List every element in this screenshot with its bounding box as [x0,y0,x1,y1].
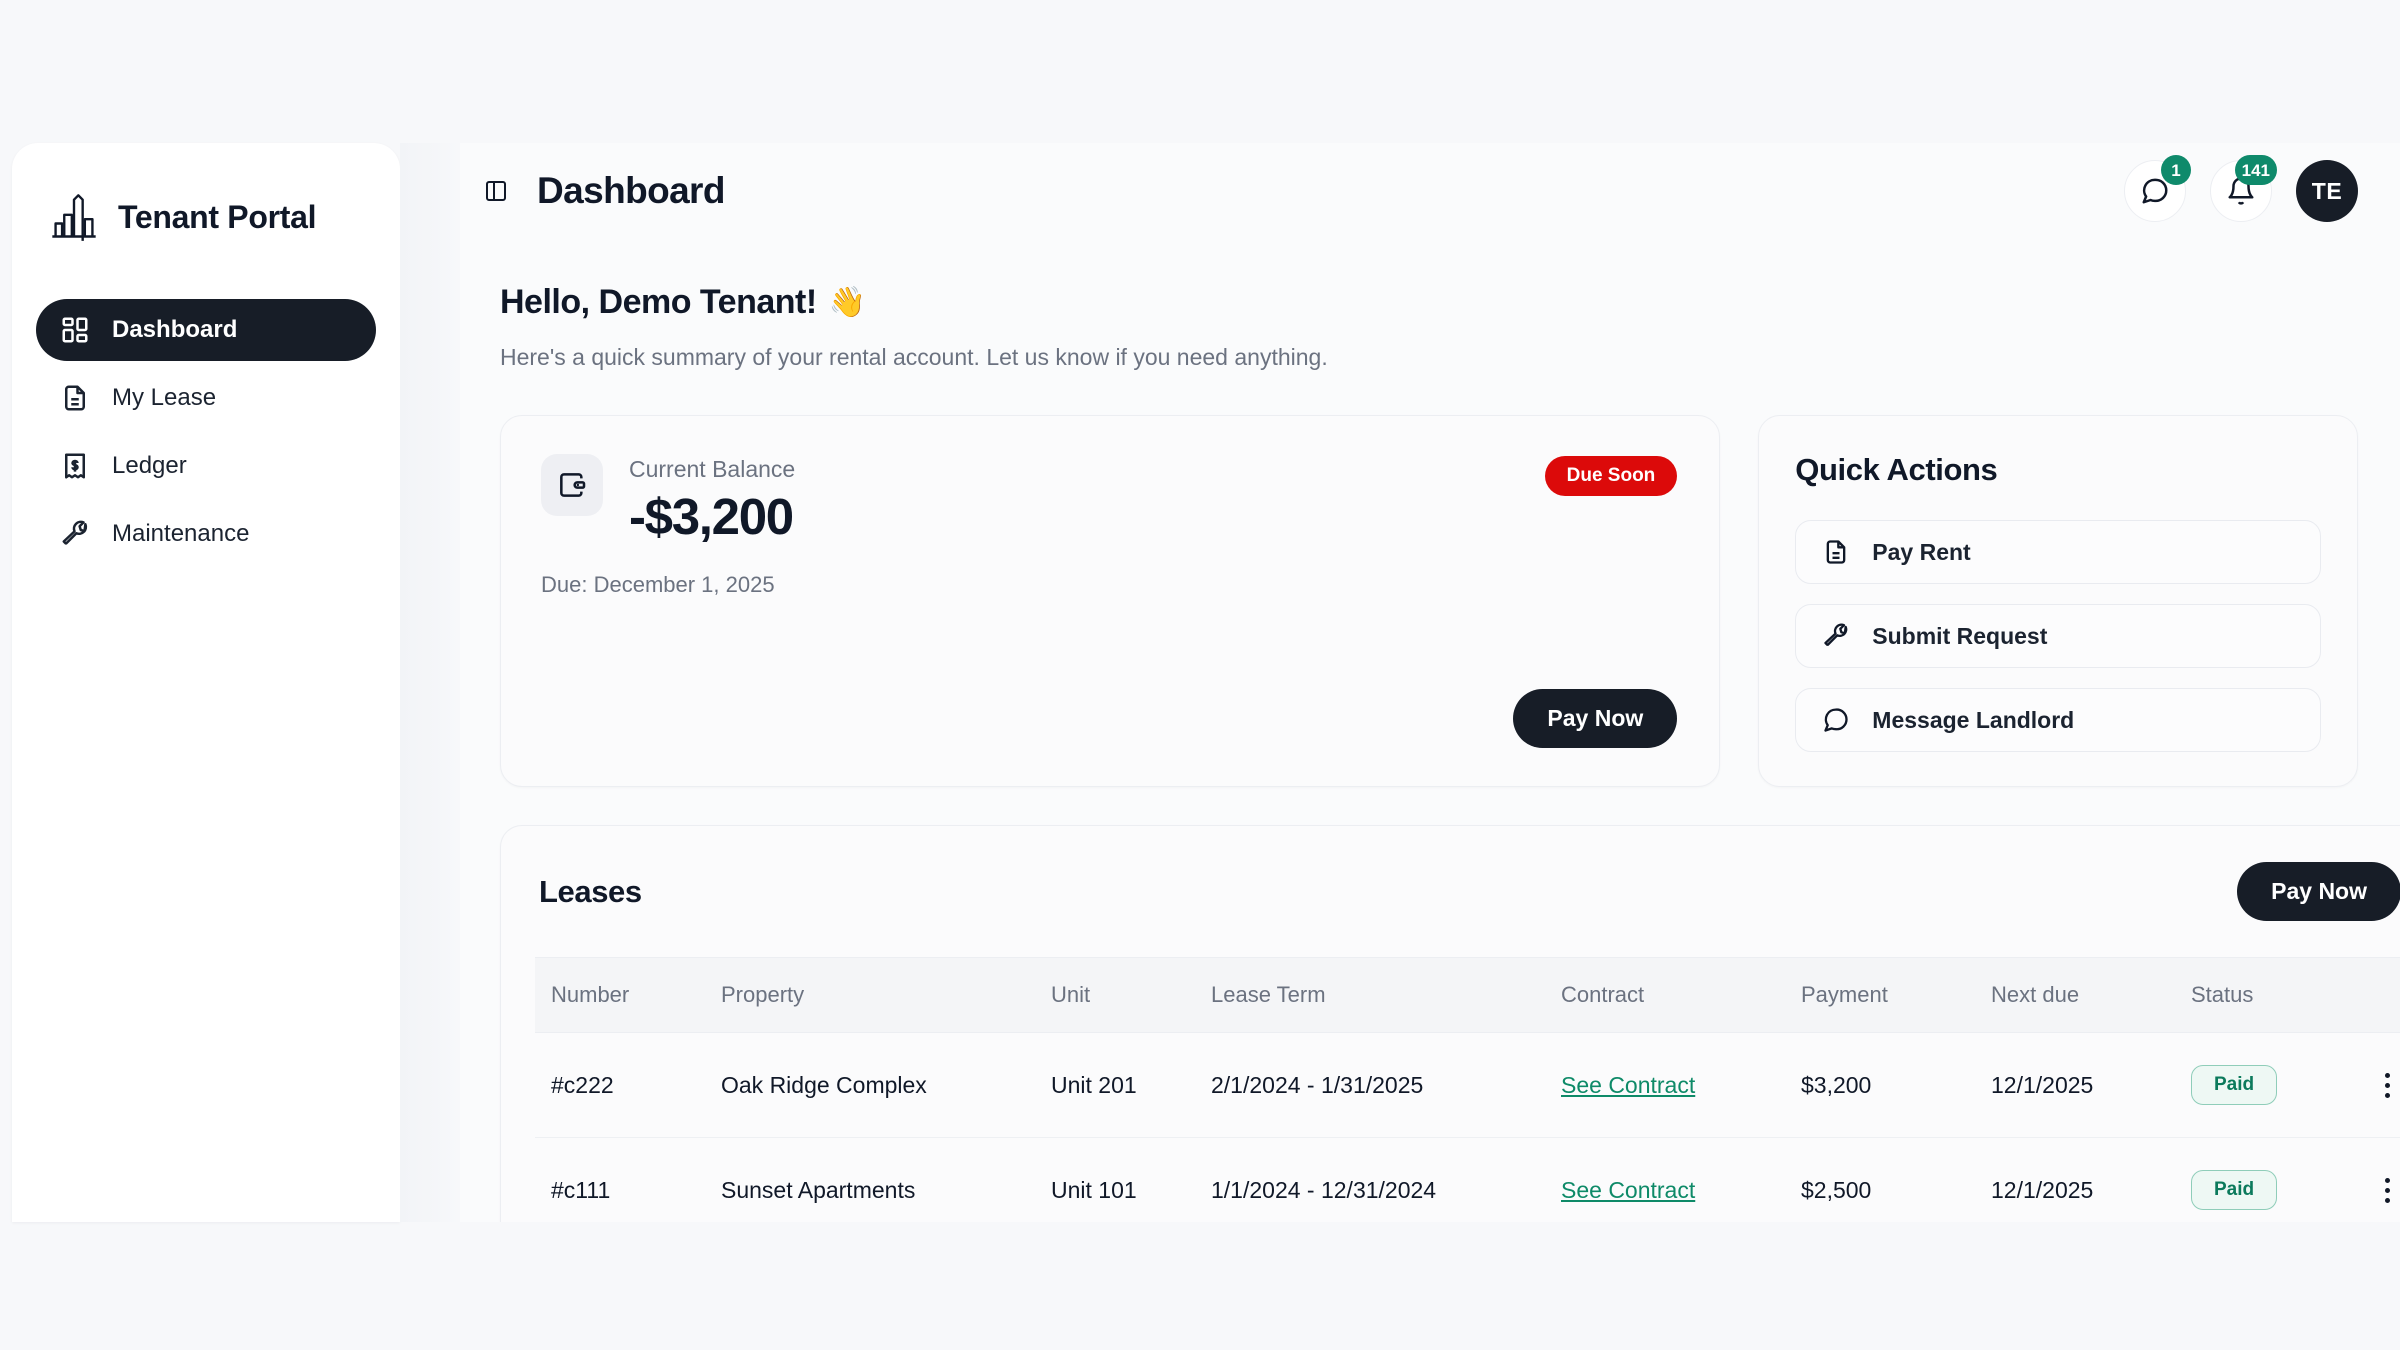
wallet-icon [541,454,603,516]
current-balance-card: Current Balance -$3,200 Due: December 1,… [500,415,1721,787]
sidebar: Tenant Portal Dashboard [12,143,400,1222]
sidebar-item-dashboard[interactable]: Dashboard [36,299,376,361]
wrench-icon [60,519,90,549]
leases-header: Leases Pay Now [501,862,2400,921]
quick-action-label: Submit Request [1872,622,2048,649]
pay-now-button[interactable]: Pay Now [1513,689,1678,748]
quick-action-message-landlord[interactable]: Message Landlord [1795,688,2321,752]
message-square-icon [1822,706,1850,734]
column-header-payment[interactable]: Payment [1785,957,1975,1033]
avatar[interactable]: TE [2296,160,2358,222]
quick-action-label: Pay Rent [1872,538,1971,565]
sidebar-item-label: Maintenance [112,520,250,547]
column-header-status[interactable]: Status [2175,957,2355,1033]
wrench-icon [1822,622,1850,650]
cell-actions [2355,1137,2400,1222]
balance-top: Current Balance -$3,200 [541,454,1677,546]
cell-next-due: 12/1/2025 [1975,1137,2175,1222]
cell-contract: See Contract [1545,1032,1785,1138]
message-square-icon [2140,176,2170,206]
balance-amount: -$3,200 [629,488,794,545]
table-row[interactable]: #c222 Oak Ridge Complex Unit 201 2/1/202… [535,1032,2400,1138]
sidebar-item-label: Ledger [112,452,187,479]
column-header-property[interactable]: Property [705,957,1035,1033]
cell-payment: $3,200 [1785,1032,1975,1138]
more-options-icon[interactable] [2371,1177,2400,1203]
sidebar-nav: Dashboard My Lease [12,299,400,565]
topbar: Dashboard 1 [460,143,2400,239]
page-title: Dashboard [537,170,725,211]
more-options-icon[interactable] [2371,1072,2400,1098]
leases-title: Leases [539,873,642,909]
city-buildings-icon [48,191,100,243]
see-contract-link[interactable]: See Contract [1561,1176,1696,1203]
greeting-subtitle: Here's a quick summary of your rental ac… [500,344,1328,370]
sidebar-item-ledger[interactable]: Ledger [36,435,376,497]
quick-actions-title: Quick Actions [1795,452,1998,487]
sidebar-item-my-lease[interactable]: My Lease [36,367,376,429]
sidebar-gutter [400,143,460,1222]
status-badge-paid: Paid [2191,1170,2278,1210]
table-header-row: Number Property Unit Lease Term Contract… [535,957,2400,1033]
column-header-lease-term[interactable]: Lease Term [1195,957,1545,1033]
table-header: Number Property Unit Lease Term Contract… [535,957,2400,1033]
grid-icon [60,315,90,345]
status-badge-paid: Paid [2191,1065,2278,1105]
cell-actions [2355,1032,2400,1138]
cell-number: #c222 [535,1032,705,1138]
cell-unit: Unit 201 [1035,1032,1195,1138]
cell-status: Paid [2175,1137,2355,1222]
cell-unit: Unit 101 [1035,1137,1195,1222]
cell-status: Paid [2175,1032,2355,1138]
sidebar-item-label: Dashboard [112,316,238,343]
document-icon [60,383,90,413]
topbar-actions: 1 141 TE [2124,155,2358,222]
leases-table: Number Property Unit Lease Term Contract… [535,957,2400,1222]
cell-payment: $2,500 [1785,1137,1975,1222]
status-badge: Due Soon [1544,456,1678,496]
quick-action-label: Message Landlord [1872,706,2075,733]
document-icon [1822,538,1850,566]
balance-due-date: Due: December 1, 2025 [541,572,775,597]
column-header-unit[interactable]: Unit [1035,957,1195,1033]
column-header-actions [2355,957,2400,1033]
receipt-dollar-icon [60,451,90,481]
quick-action-pay-rent[interactable]: Pay Rent [1795,520,2321,584]
cell-next-due: 12/1/2025 [1975,1032,2175,1138]
messages-button[interactable]: 1 [2124,155,2191,222]
notifications-badge: 141 [2234,155,2277,185]
leases-card: Leases Pay Now Number Property Unit Leas… [500,825,2400,1222]
sidebar-item-label: My Lease [112,384,217,411]
column-header-contract[interactable]: Contract [1545,957,1785,1033]
leases-pay-now-button[interactable]: Pay Now [2237,862,2400,921]
brand-name: Tenant Portal [118,198,317,235]
column-header-next-due[interactable]: Next due [1975,957,2175,1033]
quick-action-submit-request[interactable]: Submit Request [1795,604,2321,668]
cell-lease-term: 2/1/2024 - 1/31/2025 [1195,1032,1545,1138]
column-header-number[interactable]: Number [535,957,705,1033]
sidebar-item-maintenance[interactable]: Maintenance [36,503,376,565]
cell-number: #c111 [535,1137,705,1222]
quick-actions-list: Pay Rent Submit Request [1795,520,2321,752]
table-body: #c222 Oak Ridge Complex Unit 201 2/1/202… [535,1032,2400,1222]
notifications-button[interactable]: 141 [2210,155,2277,222]
summary-row: Current Balance -$3,200 Due: December 1,… [500,415,2358,787]
table-row[interactable]: #c111 Sunset Apartments Unit 101 1/1/202… [535,1137,2400,1222]
brand: Tenant Portal [12,143,400,243]
greeting: Hello, Demo Tenant! 👋 [500,283,2358,322]
cell-property: Oak Ridge Complex [705,1032,1035,1138]
quick-actions-card: Quick Actions Pay Rent [1758,415,2358,787]
cell-property: Sunset Apartments [705,1137,1035,1222]
messages-badge: 1 [2161,155,2191,185]
main-panel: Dashboard 1 [460,143,2400,1222]
greeting-text: Hello, Demo Tenant! [500,283,817,321]
cell-contract: See Contract [1545,1137,1785,1222]
main-content: Hello, Demo Tenant! 👋 Here's a quick sum… [460,283,2400,1222]
cell-lease-term: 1/1/2024 - 12/31/2024 [1195,1137,1545,1222]
balance-label: Current Balance [629,456,796,482]
waving-hand-icon: 👋 [828,286,866,319]
see-contract-link[interactable]: See Contract [1561,1071,1696,1098]
panel-left-icon[interactable] [479,174,513,208]
